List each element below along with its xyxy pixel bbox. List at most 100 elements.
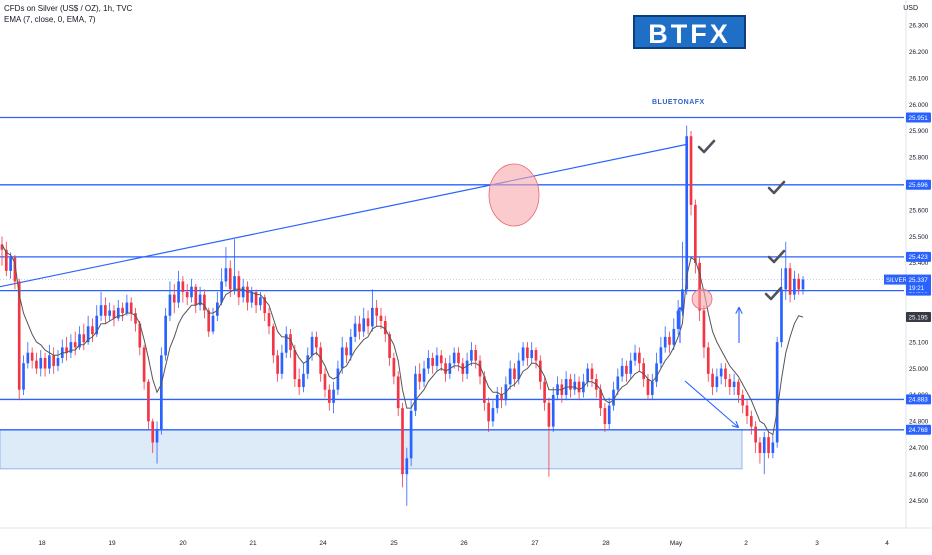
x-tick-label: May [670,540,683,547]
candle-body [73,342,77,348]
x-tick-label: 2 [744,540,748,547]
candle-body [681,289,684,311]
candle-body [168,294,172,316]
x-tick-label: 27 [531,540,539,547]
candle-body [732,381,736,388]
x-tick-label: 19 [108,540,116,547]
candle-body [638,352,641,364]
candle-body [590,368,594,380]
candle-body [685,136,689,290]
candle-body [362,318,366,332]
level-badge-label: 24.883 [909,397,929,404]
candle-body [392,357,396,377]
candle-body [375,307,378,316]
candle-body [203,294,206,311]
candle-body [629,360,633,374]
candle-body [676,310,680,329]
candle-body [17,281,21,390]
candle-body [332,389,335,403]
x-tick-label: 20 [179,540,187,547]
candle-body [711,373,714,388]
candle-body [444,363,447,374]
candle-body [771,442,775,454]
candle-body [259,297,262,306]
candle-body [293,350,297,380]
candle-body [702,310,706,348]
ema-badge-label: 25.195 [909,314,929,321]
candle-body [271,326,275,356]
ema-badge [906,312,931,323]
candle-body [220,281,223,303]
candle-body [276,355,279,374]
symbol-badge-label: SILVER [886,278,908,284]
candle-body [633,352,637,361]
x-tick-label: 4 [885,540,889,547]
candle-body [336,368,340,390]
candle-body [767,437,770,454]
candle-body [689,136,693,205]
candle-body [607,405,611,424]
candle-body [185,291,189,298]
candle-body [521,347,525,361]
candle-body [48,355,51,369]
candle-body [698,262,701,311]
x-tick-label: 3 [815,540,819,547]
candle-body [526,347,529,358]
candle-body [694,204,697,263]
candle-body [69,342,73,353]
x-tick-label: 24 [319,540,327,547]
candle-body [306,355,310,374]
currency-label: USD [903,5,918,12]
last-price-badge [906,274,931,293]
candle-body [345,347,348,356]
candle-body [405,458,409,475]
candle-body [672,328,676,345]
candle-body [616,376,620,390]
y-tick-label: 25.500 [909,234,929,241]
x-tick-label: 18 [38,540,46,547]
candle-body [340,347,344,369]
candle-body [284,334,288,353]
y-tick-label: 25.000 [909,366,929,373]
demand-zone [0,429,743,470]
candle-body [754,426,757,443]
check-icon [764,286,783,301]
candle-body [500,394,503,401]
candle-body [147,381,150,422]
candle-body [538,360,542,382]
candle-body [4,249,8,271]
candle-body [620,365,624,377]
candle-body [749,416,753,427]
candle-body [267,313,271,327]
candle-body [642,363,645,380]
candle-body [177,281,180,303]
candle-body [487,402,490,422]
candle-body [358,323,361,332]
candle-body [228,268,232,290]
candle-body [125,302,129,314]
candle-body [172,294,176,303]
candle-body [289,334,292,351]
candle-body [474,350,478,361]
candle-body [724,368,727,380]
candle-body [780,289,783,343]
candle-body [603,408,607,424]
highlight-circle-large [488,163,540,227]
check-icon [767,249,786,264]
y-tick-label: 24.800 [909,419,929,426]
candle-body [508,368,512,385]
candle-body [788,268,792,295]
candle-body [246,286,249,303]
y-tick-label: 25.600 [909,207,929,214]
btfx-logo: BTFX [633,15,746,49]
candle-body [599,389,602,409]
candle-body [435,355,439,366]
candle-body [56,357,60,366]
candle-body [65,347,68,353]
candle-body [758,442,762,454]
candle-body [198,294,202,306]
candle-body [569,379,572,390]
countdown-label: 19:21 [909,285,925,292]
